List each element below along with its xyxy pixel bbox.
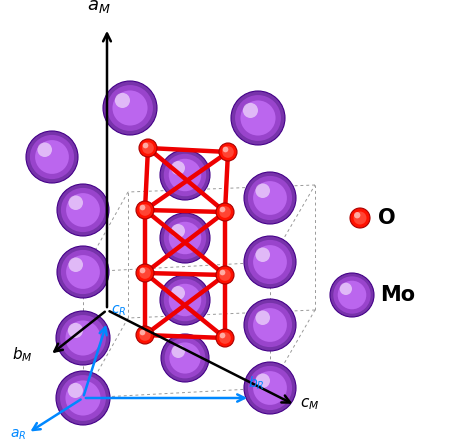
- Circle shape: [253, 245, 287, 279]
- Circle shape: [172, 344, 185, 358]
- Circle shape: [68, 195, 83, 210]
- Circle shape: [216, 203, 234, 221]
- Circle shape: [255, 374, 270, 388]
- Circle shape: [65, 381, 100, 415]
- Circle shape: [35, 140, 69, 174]
- Text: $a_R$: $a_R$: [10, 428, 27, 441]
- Circle shape: [160, 213, 210, 263]
- Circle shape: [136, 326, 154, 344]
- Circle shape: [139, 204, 151, 216]
- Circle shape: [115, 93, 130, 108]
- Text: $c_M$: $c_M$: [300, 396, 319, 412]
- Circle shape: [219, 333, 225, 338]
- Circle shape: [243, 103, 258, 118]
- Circle shape: [66, 255, 100, 289]
- Circle shape: [171, 161, 185, 175]
- Text: $b_M$: $b_M$: [12, 345, 33, 364]
- Circle shape: [244, 299, 296, 351]
- Circle shape: [61, 188, 105, 232]
- Circle shape: [164, 154, 206, 196]
- Circle shape: [169, 222, 201, 254]
- Circle shape: [136, 264, 154, 282]
- Text: $a_M$: $a_M$: [87, 0, 110, 15]
- Circle shape: [240, 101, 275, 135]
- Circle shape: [253, 181, 287, 215]
- Circle shape: [219, 143, 237, 161]
- Circle shape: [354, 212, 360, 218]
- Circle shape: [244, 236, 296, 288]
- Circle shape: [139, 267, 151, 279]
- Circle shape: [169, 284, 201, 316]
- Circle shape: [222, 146, 234, 158]
- Circle shape: [140, 329, 146, 335]
- Circle shape: [340, 283, 352, 295]
- Circle shape: [139, 139, 157, 157]
- Circle shape: [171, 286, 185, 300]
- Circle shape: [216, 266, 234, 284]
- Circle shape: [255, 183, 270, 198]
- Circle shape: [253, 371, 287, 405]
- Circle shape: [68, 258, 83, 272]
- Circle shape: [164, 279, 206, 321]
- Circle shape: [171, 224, 185, 238]
- Circle shape: [248, 176, 292, 220]
- Circle shape: [219, 206, 231, 218]
- Circle shape: [350, 208, 370, 228]
- Circle shape: [68, 323, 83, 338]
- Circle shape: [56, 371, 110, 425]
- Circle shape: [160, 275, 210, 325]
- Circle shape: [139, 329, 151, 341]
- Circle shape: [161, 334, 209, 382]
- Circle shape: [219, 269, 225, 275]
- Circle shape: [248, 303, 292, 347]
- Circle shape: [136, 201, 154, 219]
- Circle shape: [142, 142, 154, 154]
- Circle shape: [160, 150, 210, 200]
- Circle shape: [354, 212, 366, 224]
- Circle shape: [244, 362, 296, 414]
- Circle shape: [61, 250, 105, 294]
- Text: $b_R$: $b_R$: [248, 375, 264, 392]
- Circle shape: [60, 375, 106, 421]
- Circle shape: [37, 142, 52, 157]
- Circle shape: [223, 146, 228, 152]
- Circle shape: [57, 246, 109, 298]
- Circle shape: [219, 269, 231, 281]
- Circle shape: [216, 329, 234, 347]
- Circle shape: [107, 85, 153, 131]
- Circle shape: [255, 310, 270, 325]
- Circle shape: [65, 321, 100, 355]
- Circle shape: [231, 91, 285, 145]
- Circle shape: [235, 95, 281, 141]
- Circle shape: [140, 268, 146, 273]
- Circle shape: [57, 184, 109, 236]
- Circle shape: [140, 205, 146, 210]
- Circle shape: [337, 281, 366, 309]
- Circle shape: [60, 315, 106, 361]
- Circle shape: [253, 308, 287, 342]
- Circle shape: [66, 193, 100, 227]
- Circle shape: [68, 383, 83, 398]
- Circle shape: [30, 135, 74, 179]
- Circle shape: [219, 332, 231, 344]
- Circle shape: [164, 217, 206, 259]
- Text: O: O: [378, 208, 396, 228]
- Circle shape: [169, 342, 201, 374]
- Circle shape: [143, 142, 148, 148]
- Circle shape: [248, 240, 292, 284]
- Circle shape: [103, 81, 157, 135]
- Circle shape: [330, 273, 374, 317]
- Circle shape: [26, 131, 78, 183]
- Circle shape: [333, 277, 371, 314]
- Circle shape: [244, 172, 296, 224]
- Circle shape: [248, 366, 292, 410]
- Text: $c_R$: $c_R$: [111, 304, 127, 318]
- Circle shape: [255, 247, 270, 262]
- Text: Mo: Mo: [380, 285, 415, 305]
- Circle shape: [164, 338, 205, 378]
- Circle shape: [219, 206, 225, 213]
- Circle shape: [56, 311, 110, 365]
- Circle shape: [169, 159, 201, 191]
- Circle shape: [112, 90, 147, 126]
